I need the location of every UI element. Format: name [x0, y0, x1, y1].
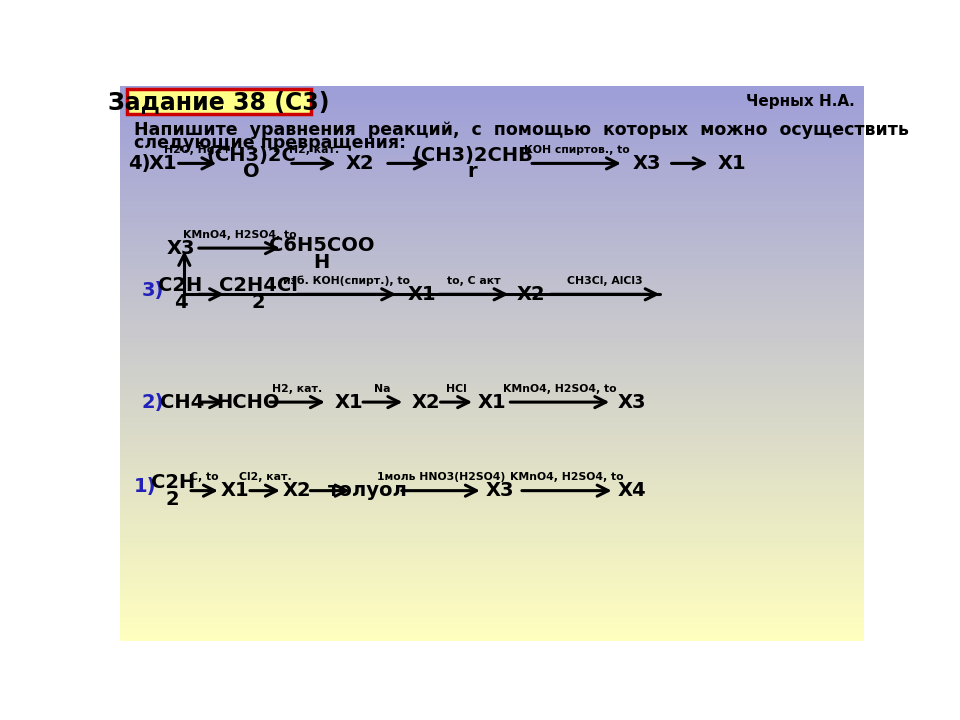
Text: 1моль HNO3(H2SO4): 1моль HNO3(H2SO4): [376, 472, 505, 482]
Text: (CH3)2CHB
r: (CH3)2CHB r: [412, 145, 533, 181]
Text: KMnO4, H2SO4, to: KMnO4, H2SO4, to: [182, 230, 297, 240]
Text: 4): 4): [128, 154, 151, 173]
Text: X2: X2: [346, 154, 374, 173]
Text: C, to: C, to: [190, 472, 219, 482]
Text: (CH3)2C
O: (CH3)2C O: [206, 145, 297, 181]
Text: X1: X1: [148, 154, 177, 173]
Text: X1: X1: [221, 481, 249, 500]
Text: C2H4Cl
2: C2H4Cl 2: [219, 276, 298, 312]
Text: следующие превращения:: следующие превращения:: [134, 134, 406, 152]
Text: H2, кат.: H2, кат.: [273, 384, 323, 394]
Text: H2O, Hg2+: H2O, Hg2+: [164, 145, 231, 155]
Text: Черных Н.А.: Черных Н.А.: [746, 94, 854, 109]
Text: X3: X3: [633, 154, 661, 173]
Text: Задание 38 (С3): Задание 38 (С3): [108, 90, 329, 114]
Text: Cl2, кат.: Cl2, кат.: [238, 472, 291, 482]
Text: HCHO: HCHO: [216, 392, 279, 412]
Text: X4: X4: [617, 481, 646, 500]
Text: изб. КОН(спирт.), to: изб. КОН(спирт.), to: [283, 275, 410, 286]
Text: X2: X2: [412, 392, 441, 412]
Text: X1: X1: [718, 154, 747, 173]
Text: 2): 2): [142, 392, 164, 412]
Text: X2: X2: [282, 481, 311, 500]
Text: X1: X1: [478, 392, 506, 412]
Text: Напишите  уравнения  реакций,  с  помощью  которых  можно  осуществить: Напишите уравнения реакций, с помощью ко…: [134, 121, 909, 139]
Text: X3: X3: [617, 392, 646, 412]
Text: X1: X1: [408, 285, 437, 304]
FancyBboxPatch shape: [127, 89, 311, 114]
Text: KMnO4, H2SO4, to: KMnO4, H2SO4, to: [503, 384, 616, 394]
Text: to, С акт: to, С акт: [447, 276, 500, 286]
Text: X3: X3: [166, 238, 195, 258]
Text: X1: X1: [334, 392, 363, 412]
Text: Na: Na: [374, 384, 391, 394]
Text: CH3Cl, AlCl3: CH3Cl, AlCl3: [567, 276, 643, 286]
Text: толуол: толуол: [328, 481, 408, 500]
Text: C6H5COO
H: C6H5COO H: [269, 236, 374, 272]
Text: 1): 1): [134, 477, 156, 496]
Text: CH4: CH4: [160, 392, 204, 412]
Text: HCl: HCl: [446, 384, 467, 394]
Text: KMnO4, H2SO4, to: KMnO4, H2SO4, to: [510, 472, 624, 482]
Text: 3): 3): [142, 281, 164, 300]
Text: КОН спиртов., to: КОН спиртов., to: [523, 145, 630, 155]
Text: H2, кат.: H2, кат.: [289, 145, 339, 155]
Text: X2: X2: [516, 285, 545, 304]
Text: X3: X3: [486, 481, 514, 500]
Text: C2H
2: C2H 2: [151, 473, 195, 508]
Text: C2H
4: C2H 4: [158, 276, 203, 312]
